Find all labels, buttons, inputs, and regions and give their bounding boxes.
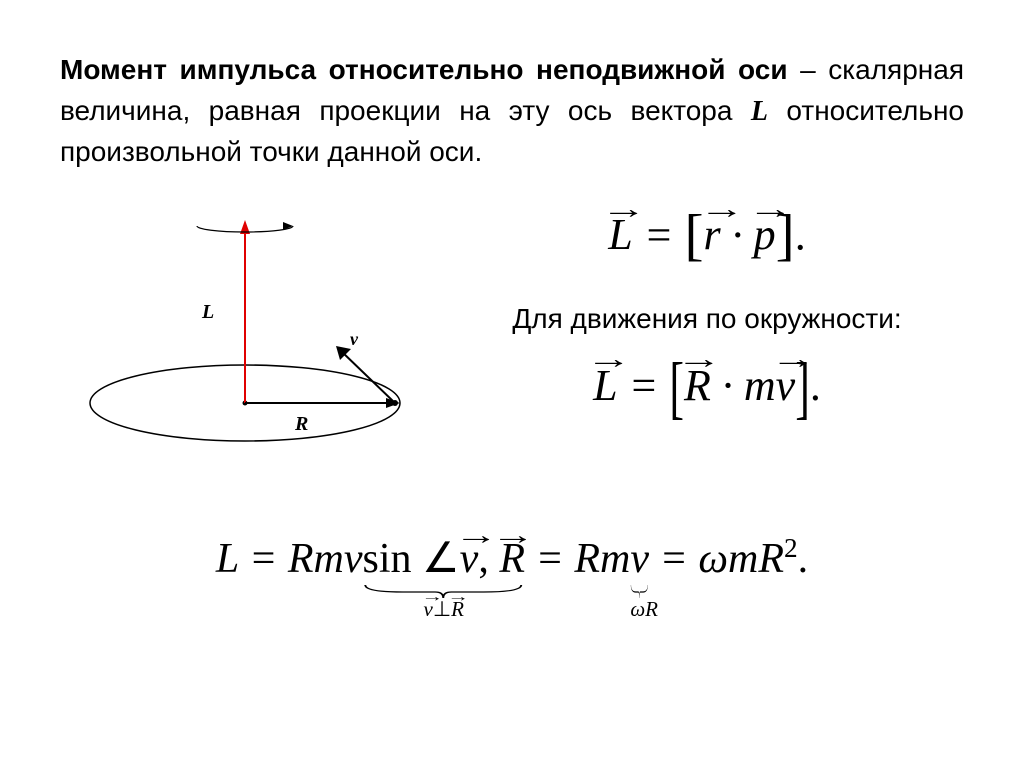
ul2-R: R (645, 597, 658, 621)
label-v: v (350, 329, 359, 349)
definition-text: Момент импульса относительно неподвижной… (60, 50, 964, 173)
formula-L-Rmv: L = [R · mv]. (450, 360, 964, 413)
underlabel-1: v⊥R (362, 597, 524, 622)
f3-eq3: = (649, 536, 698, 582)
underlabel-2: ωR (630, 597, 649, 622)
diagram-svg: L v R (60, 198, 430, 468)
f3-sin: sin (362, 536, 411, 582)
f3-eq1: = (238, 536, 287, 582)
f3-m2: m (600, 536, 630, 582)
f3-underbrace-1: sin ∠v, R v⊥R (362, 533, 524, 583)
f1-period: . (795, 210, 806, 259)
f3-R1: R (288, 536, 314, 582)
ul1-v: v (424, 597, 433, 622)
formula-L-expanded: L = Rmvsin ∠v, R v⊥R = Rmv ωR = ωmR2. (216, 533, 808, 583)
definition-vector-L: L (751, 96, 768, 127)
f3-v2: v (630, 536, 649, 582)
f2-L: L (593, 360, 617, 411)
f3-R3: R (758, 536, 784, 582)
mid-section: L v R L = [r · p]. Для движения по окруж… (60, 198, 964, 468)
f3-R2: R (574, 536, 600, 582)
diagram: L v R (60, 198, 430, 468)
f3-underbrace-2: v ωR (630, 535, 649, 583)
f3-m3: m (728, 536, 758, 582)
f3-period: . (798, 536, 809, 582)
label-L: L (201, 301, 214, 323)
ul2-omega: ω (630, 597, 645, 621)
formula-L-rp: L = [r · p]. (450, 203, 964, 268)
right-section: L = [r · p]. Для движения по окружности:… (430, 198, 964, 468)
f3-R-vec: R (499, 535, 525, 583)
f3-v1: v (344, 536, 363, 582)
formula3-wrap: L = Rmvsin ∠v, R v⊥R = Rmv ωR = ωmR2. (60, 498, 964, 583)
f3-L: L (216, 536, 239, 582)
f3-omega: ω (698, 536, 728, 582)
label-R: R (294, 413, 308, 435)
f3-v-vec: v (460, 535, 479, 583)
f1-L: L (608, 209, 632, 260)
circular-motion-label: Для движения по окружности: (450, 303, 964, 335)
f2-R: R (684, 360, 711, 411)
vector-v-line (340, 350, 395, 403)
f1-p: p (754, 209, 776, 260)
definition-bold: Момент импульса относительно неподвижной… (60, 54, 788, 85)
f1-r: r (704, 209, 721, 260)
f2-rbrack: ] (795, 347, 810, 429)
f3-m1: m (313, 536, 343, 582)
f3-sup2: 2 (784, 533, 798, 563)
point-on-orbit (392, 400, 398, 406)
ul1-R: R (451, 597, 464, 622)
f2-v: v (776, 360, 796, 411)
